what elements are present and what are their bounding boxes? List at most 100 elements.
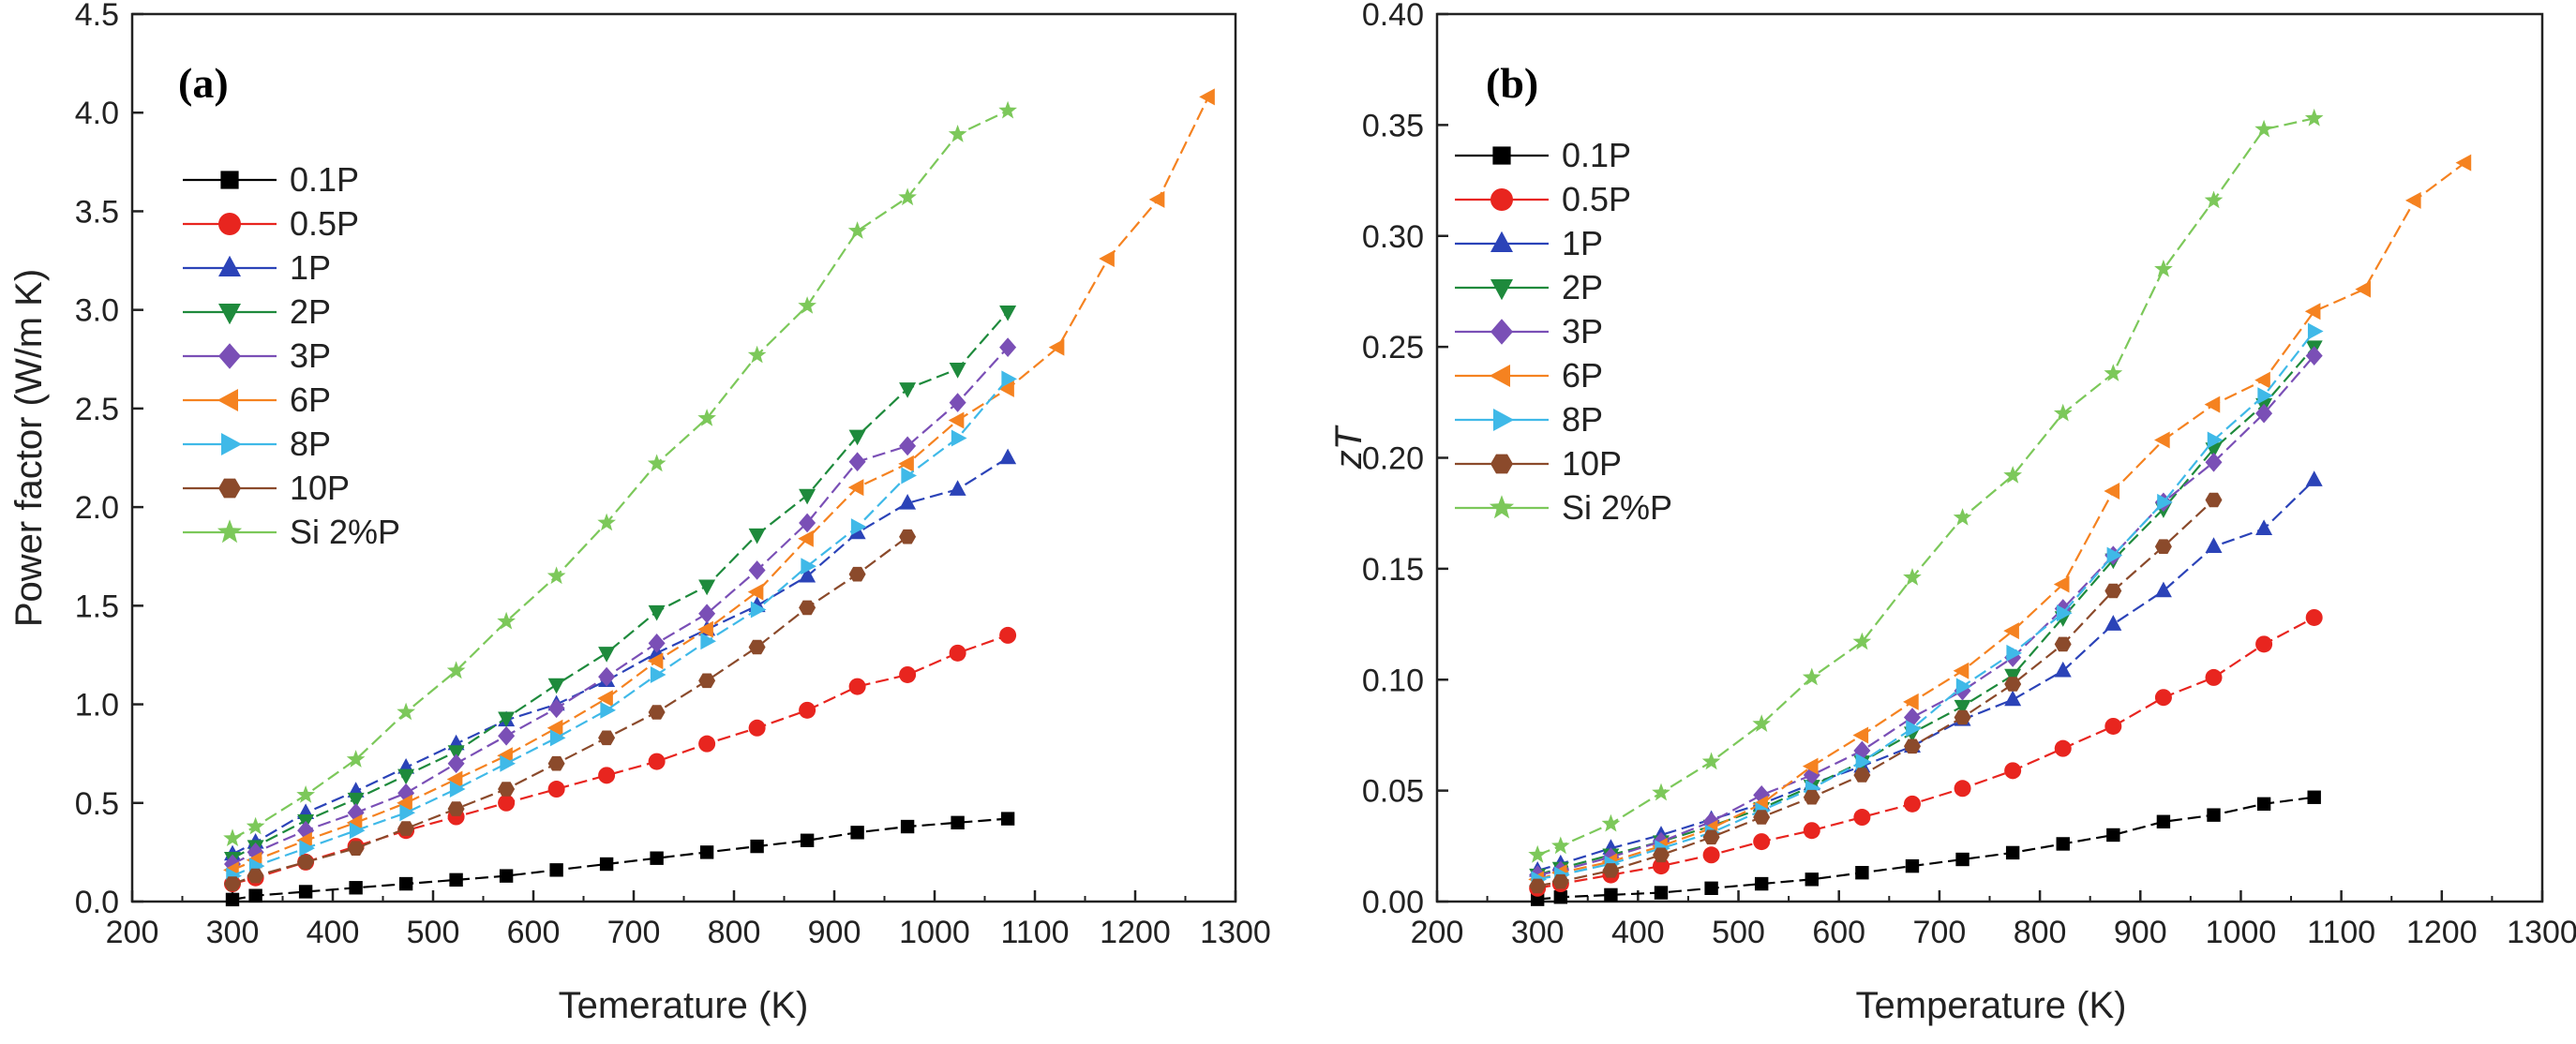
panel-b-series-0-5p-point [2205,668,2223,686]
panel-a-series-2p-point [799,488,816,505]
panel-a-legend-entry-label: 8P [290,425,331,463]
panel-a-series-2p-point [949,363,966,379]
panel-b-series-0-5p-point [1903,795,1921,813]
panel-a-legend-entry-marker [221,433,243,455]
panel-a-legend-entry-marker [218,343,241,369]
panel-b-series-0-1p-point [1805,872,1819,887]
panel-b-legend-entry: 1P [1455,224,1603,262]
panel-b-legend-entry-label: 1P [1562,224,1603,262]
panel-b-legend-entry-label: 0.1P [1562,136,1631,174]
panel-a-series-si-2-p-point [948,125,967,142]
panel-b-series-0-1p-point [2056,837,2070,851]
panel-a-series-2p-point [648,604,666,621]
panel-b-series-2p-point [2004,668,2022,685]
panel-b-series-0-1p-point [1654,886,1669,900]
panel-a-xtick-label: 600 [507,915,561,950]
panel-a-series-6p-point [798,529,814,547]
panel-b-series-8p-point [1906,720,1922,738]
panel-a-legend-entry-label: 3P [290,336,331,375]
panel-a-series-2p-point [598,647,616,663]
panel-b-series-0-1p-point [2005,845,2020,860]
panel-b-series-8p-point [2006,644,2023,662]
panel-a-series-0-1p-point [599,857,614,872]
panel-a-legend-entry-marker [217,389,238,411]
panel-b-series-0-5p [1529,608,2323,897]
panel-a-series-2p-point [347,792,365,809]
panel-b-series-0-1p-point [1855,866,1869,880]
panel-a-series-si-2-p-point [697,409,716,426]
panel-b-series-si-2-p-point [2254,119,2273,138]
panel-b-series-1p [1529,470,2323,877]
panel-b-label: (b) [1486,59,1538,107]
panel-a-series-0-5p-point [799,701,816,719]
panel-b-legend-entry-label: 3P [1562,312,1603,350]
panel-a-series-si-2-p-point [898,187,917,206]
panel-a-series-0-1p [225,812,1015,907]
panel-b-legend-entry: 6P [1455,356,1603,395]
panel-b-series-3p-point [2205,452,2223,472]
panel-a-xtick-label: 700 [607,915,661,950]
panel-b-series-2p-point [1954,699,1971,716]
panel-b-legend-entry-marker [1490,231,1513,252]
panel-a-legend-entry-label: 1P [290,248,331,287]
panel-a-series-0-1p-point [850,826,864,840]
panel-a-series-2p-point [397,768,415,785]
panel-a-series-si-2-p-point [647,454,666,472]
panel-a-legend-entry-label: 2P [290,292,331,331]
panel-b-xtick-label: 1000 [2206,915,2277,950]
panel-b-legend-entry: 0.5P [1455,180,1631,218]
panel-a-series-3p-point [598,666,616,687]
panel-a-series-0-5p-point [698,735,716,753]
panel-b-series-si-2-p-point [1551,836,1570,855]
panel-a-legend-entry-marker [220,171,239,189]
panel-a-series-6p-point [446,770,463,788]
panel-a-xtick-label: 1300 [1200,915,1271,950]
panel-b-series-0-1p-point [2156,814,2171,828]
panel-a-series-10p-point [799,600,816,616]
panel-a-series-10p-point [598,730,616,746]
panel-b-series-1p-line [1536,479,2315,872]
panel-b-legend-entry: 0.1P [1455,136,1631,174]
panel-b-series-10p-point [1551,873,1569,889]
panel-a-series-si-2-p-point [798,296,816,314]
panel-b-xtick-label: 1100 [2307,915,2375,950]
panel-b-series-2p-line [1536,346,2315,876]
panel-b-series-0-1p-point [1955,852,1969,867]
panel-b-ytick-label: 0.25 [1362,330,1424,365]
panel-b-xtick-label: 1200 [2406,915,2478,950]
panel-b-series-8p-point [1855,753,1872,770]
panel-b-series-0-1p [1530,790,2321,906]
panel-b-series-3p [1529,346,2323,885]
panel-b-series-10p [1529,492,2223,894]
panel-b-series-10p-point [1602,863,1620,878]
panel-b-series-6p-point [2304,303,2321,321]
panel-b-series-10p-point [1653,847,1670,863]
panel-a-xtick-label: 1100 [1000,915,1069,950]
panel-a-series-6p-point [1099,249,1115,267]
panel-b-series-0-5p-point [2004,762,2022,780]
panel-b-series-0-5p-point [1753,833,1771,851]
panel-a-series-8p-point [600,701,617,719]
panel-b-series-8p-point [2207,431,2224,449]
panel-a-legend-entry: 10P [183,469,350,507]
panel-a-series-2p-point [848,429,866,446]
panel-b-series-6p-point [1903,693,1919,710]
panel-a-series-si-2-p-point [296,785,315,803]
panel-b-series-1p-point [2104,615,2122,631]
panel-a-legend-entry: 3P [183,336,331,375]
panel-a-series-1p [224,448,1017,861]
panel-a-ytick-label: 3.5 [75,194,119,230]
panel-a-xtick-label: 300 [206,915,260,950]
panel-a-legend-entry-marker [218,255,241,276]
panel-b-legend-entry-marker [1492,146,1511,165]
panel-b-series-0-1p-point [2307,790,2321,804]
panel-a-series-0-1p-point [499,869,514,883]
panel-b-series-si-2-p-point [2053,403,2073,422]
panel-a-series-0-5p-point [547,781,565,798]
panel-a-series-2p-point [498,711,516,728]
panel-a-series-0-1p-point [750,839,764,854]
panel-a-series-6p-point [747,583,764,601]
panel-a-series-si-2-p-point [246,816,265,835]
panel-b-legend-entry-marker [1490,279,1513,301]
panel-b-series-1p-point [2205,537,2223,553]
